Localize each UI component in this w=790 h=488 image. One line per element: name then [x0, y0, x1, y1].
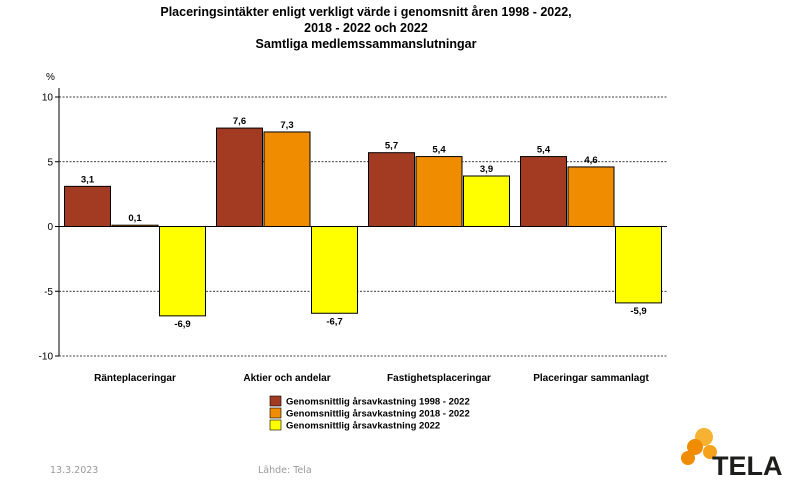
y-tick-label: 0	[47, 222, 53, 233]
bar	[216, 127, 263, 227]
bar	[263, 131, 311, 227]
tela-logo-text: TELA	[712, 451, 783, 481]
legend-label: Genomsnittlig årsavkastning 2022	[286, 421, 440, 432]
y-axis-unit-label: %	[46, 72, 55, 83]
footer-date: 13.3.2023	[50, 465, 98, 476]
bar	[463, 175, 510, 227]
data-label: 7,3	[280, 120, 293, 131]
data-label: 5,4	[537, 145, 551, 156]
data-label: 7,6	[233, 116, 246, 127]
data-labels: 3,1 0,1 -6,9 7,6 7,3 -6,7 5,7 5,4 3,9 5,4 4,6 -5,9	[81, 116, 647, 330]
chart-title: Placeringsintäkter enligt verkligt värde…	[160, 5, 571, 51]
legend-label: Genomsnittlig årsavkastning 1998 - 2022	[286, 397, 470, 408]
legend-swatch	[269, 407, 282, 419]
legend-label: Genomsnittlig årsavkastning 2018 - 2022	[286, 409, 470, 420]
chart-title-line-2: 2018 - 2022 och 2022	[304, 21, 428, 35]
bar	[64, 185, 111, 227]
data-label: -6,9	[174, 319, 190, 330]
data-label: -5,9	[630, 306, 646, 317]
tela-logo-mark	[681, 428, 717, 465]
legend-swatch	[269, 419, 282, 431]
y-tick-label: 10	[42, 93, 54, 104]
category-label: Ränteplaceringar	[94, 373, 176, 384]
y-tick-label: -10	[39, 352, 54, 363]
data-label: 3,9	[480, 164, 493, 175]
bar	[311, 226, 358, 314]
bars	[64, 127, 662, 317]
y-tick-label: 5	[47, 157, 53, 168]
footer-source: Lähde: Tela	[258, 465, 312, 476]
legend: Genomsnittlig årsavkastning 1998 - 2022G…	[269, 395, 470, 432]
chart-title-line-3: Samtliga medlemssammanslutningar	[256, 37, 477, 51]
y-axis-ticks: 10 5 0 -5 -10	[39, 93, 59, 363]
legend-swatch	[269, 395, 282, 407]
tela-logo: TELA	[681, 428, 783, 481]
y-tick-label: -5	[44, 287, 53, 298]
chart-title-line-1: Placeringsintäkter enligt verkligt värde…	[160, 5, 571, 19]
axes	[58, 88, 667, 356]
data-label: 0,1	[128, 213, 142, 224]
data-label: 4,6	[584, 155, 597, 166]
bar	[159, 226, 206, 317]
data-label: 5,4	[432, 145, 446, 156]
bar	[567, 166, 615, 227]
category-label: Placeringar sammanlagt	[533, 373, 649, 384]
data-label: 5,7	[385, 141, 398, 152]
category-label: Fastighetsplaceringar	[387, 373, 491, 384]
bar	[368, 152, 415, 227]
data-label: -6,7	[326, 316, 342, 327]
bar	[520, 156, 567, 228]
data-label: 3,1	[81, 174, 95, 185]
category-label: Aktier och andelar	[243, 373, 330, 384]
bar	[615, 226, 662, 304]
bar	[415, 156, 463, 228]
category-labels: Ränteplaceringar Aktier och andelar Fastig…	[94, 373, 649, 384]
